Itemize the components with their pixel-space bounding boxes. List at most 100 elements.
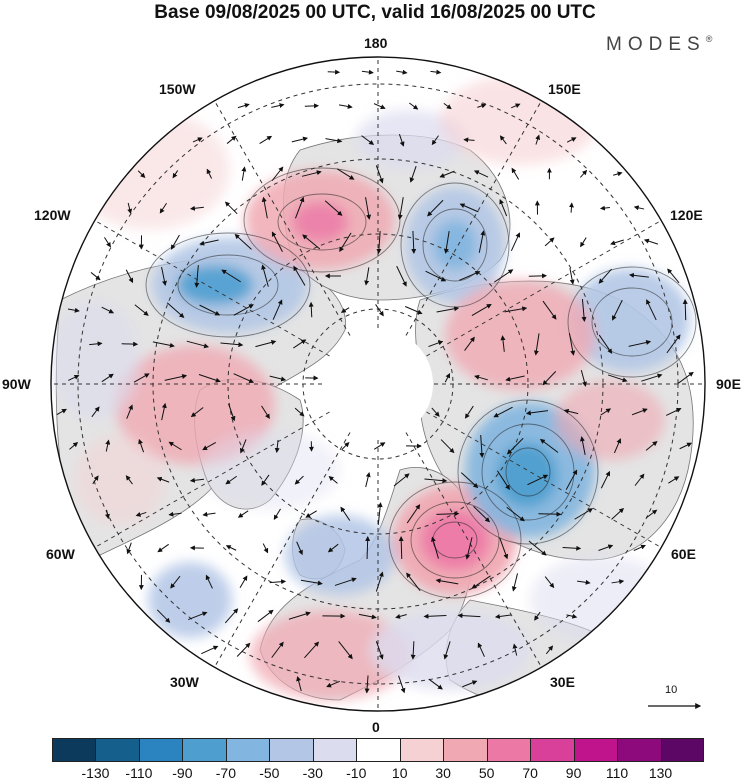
wind-arrow	[271, 166, 284, 182]
meridian-line	[377, 100, 542, 385]
lon-label-150w: 150W	[159, 81, 196, 97]
wind-arrow	[233, 304, 254, 316]
wind-arrow	[190, 407, 204, 418]
wind-arrow	[365, 197, 372, 220]
wind-arrow	[377, 502, 383, 525]
wind-arrow	[613, 171, 623, 177]
wind-arrow	[202, 441, 217, 451]
wind-arrow	[598, 268, 612, 284]
wind-arrow	[202, 511, 216, 517]
wind-arrow	[101, 373, 114, 383]
wind-arrow	[135, 511, 147, 517]
wind-arrow	[534, 611, 541, 621]
lon-label-180: 180	[364, 35, 388, 51]
wind-arrow	[580, 237, 587, 248]
wind-arrow	[194, 265, 200, 288]
wind-arrow	[473, 170, 489, 178]
wind-arrow	[510, 232, 521, 252]
contour-ring	[388, 481, 522, 599]
wind-arrow	[272, 299, 283, 320]
wind-arrow	[269, 579, 287, 585]
wind-arrow	[634, 473, 645, 486]
colorbar-tick-label: 130	[648, 765, 673, 781]
wind-arrow	[459, 203, 479, 213]
wind-arrow	[364, 675, 370, 694]
wind-arrow	[375, 304, 384, 317]
wind-arrow	[477, 103, 487, 109]
meridian-line	[214, 383, 379, 668]
wind-arrow	[198, 374, 221, 383]
wind-arrow	[510, 103, 521, 109]
wind-arrow	[101, 306, 115, 314]
wind-arrow	[138, 438, 145, 453]
wind-arrow	[431, 407, 440, 417]
colorbar-cell	[225, 738, 270, 762]
wind-arrow	[444, 372, 451, 383]
colorbar-tick-label: 90	[565, 765, 582, 781]
wind-arrow	[579, 169, 588, 178]
wind-arrow	[511, 167, 520, 180]
wind-arrow	[305, 510, 317, 518]
reference-vector-label: 10	[665, 684, 678, 696]
polar-stereographic-map	[50, 56, 706, 712]
wind-arrow	[525, 410, 549, 416]
wind-arrow	[334, 577, 357, 586]
wind-arrow	[206, 168, 213, 179]
wind-arrow	[512, 643, 518, 656]
wind-arrow	[404, 306, 423, 315]
wind-arrow	[259, 135, 273, 145]
wind-arrow	[170, 575, 181, 589]
wind-arrow	[339, 232, 352, 253]
wind-arrow	[199, 239, 219, 246]
wind-arrow	[528, 540, 547, 556]
colorbar-cell	[52, 738, 96, 762]
wind-arrow	[296, 541, 303, 556]
colorbar-tick-label: -130	[81, 765, 110, 781]
colorbar-tick-label: -50	[259, 765, 280, 781]
wind-arrow	[431, 135, 439, 146]
wind-arrow	[574, 508, 594, 520]
wind-arrow	[398, 675, 406, 694]
wind-arrow	[261, 474, 270, 486]
wind-arrow	[539, 438, 559, 453]
wind-arrow	[566, 137, 577, 143]
wind-arrow	[542, 300, 557, 320]
wind-arrow	[473, 505, 491, 523]
wind-arrow	[201, 645, 219, 655]
wind-arrow	[443, 231, 450, 254]
colorbar-tick-label: -110	[125, 765, 153, 781]
wind-arrow	[608, 374, 628, 383]
wind-arrow	[89, 341, 103, 347]
wind-arrow	[527, 474, 549, 486]
wind-arrow	[440, 439, 455, 454]
colorbar-tick-label: 110	[605, 765, 629, 781]
anomaly-blob	[530, 555, 670, 645]
wind-arrow	[296, 675, 302, 692]
wind-arrow	[629, 272, 649, 278]
wind-arrow	[641, 373, 663, 382]
wind-arrow	[255, 339, 277, 348]
lon-label-30w: 30W	[170, 674, 199, 690]
wind-arrow	[56, 408, 67, 416]
wind-arrow	[457, 613, 481, 619]
lon-label-0: 0	[372, 719, 380, 735]
colorbar-tick-label: 50	[478, 765, 495, 781]
wind-arrow	[411, 230, 417, 254]
wind-arrow	[494, 613, 512, 619]
colorbar-tick-label: 10	[391, 765, 408, 781]
wind-arrow	[376, 230, 382, 254]
wind-arrow	[364, 267, 370, 286]
wind-arrow	[430, 69, 442, 75]
colorbar-cell	[356, 738, 400, 762]
wind-arrow	[506, 437, 524, 455]
wind-arrow	[427, 199, 444, 217]
wind-arrow	[477, 642, 485, 657]
wind-arrow	[436, 306, 460, 313]
wind-arrow	[443, 641, 451, 660]
anomaly-blob	[115, 345, 275, 465]
wind-arrow	[471, 575, 491, 589]
wind-arrow	[393, 473, 410, 487]
wind-arrow	[563, 408, 579, 415]
wind-arrow	[170, 234, 180, 250]
contour-ring	[177, 254, 279, 316]
